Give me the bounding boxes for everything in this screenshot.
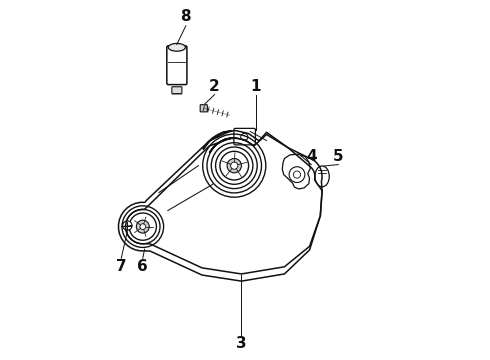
Circle shape <box>140 224 146 229</box>
Text: 3: 3 <box>236 336 247 351</box>
Circle shape <box>136 220 149 233</box>
Text: 8: 8 <box>180 9 191 24</box>
Circle shape <box>227 158 242 173</box>
Ellipse shape <box>168 44 186 51</box>
Text: 7: 7 <box>116 258 126 274</box>
Text: 6: 6 <box>137 258 148 274</box>
Text: 1: 1 <box>250 79 261 94</box>
FancyBboxPatch shape <box>200 105 207 112</box>
Circle shape <box>231 162 238 169</box>
Text: 4: 4 <box>306 149 317 164</box>
Circle shape <box>122 221 132 230</box>
FancyBboxPatch shape <box>172 87 182 94</box>
Text: 2: 2 <box>209 79 220 94</box>
Text: 5: 5 <box>333 149 343 164</box>
